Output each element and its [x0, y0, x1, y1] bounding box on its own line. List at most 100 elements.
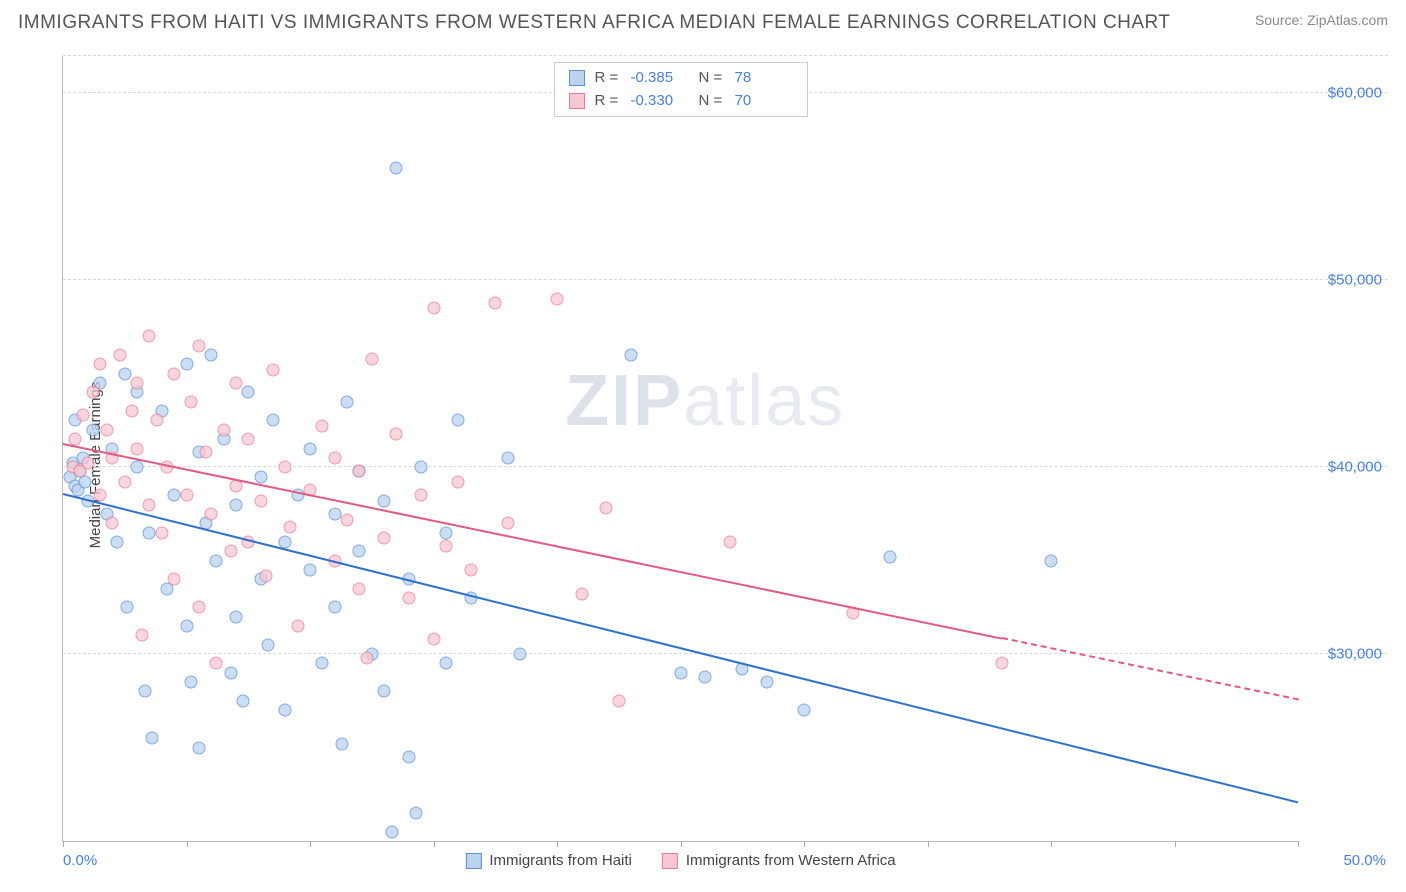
stat-label: N = [699, 67, 725, 90]
data-point [415, 461, 428, 474]
data-point [378, 532, 391, 545]
data-point [205, 349, 218, 362]
data-point [79, 476, 92, 489]
data-point [353, 582, 366, 595]
n-value: 70 [735, 90, 793, 113]
data-point [464, 564, 477, 577]
x-tick [434, 841, 435, 847]
x-axis-min-label: 0.0% [63, 852, 97, 869]
data-point [254, 470, 267, 483]
data-point [266, 414, 279, 427]
plot-area: ZIPatlas R = -0.385 N = 78 R = -0.330 N … [62, 56, 1298, 842]
swatch-icon [569, 93, 585, 109]
trend-line-extrapolated [1001, 637, 1298, 700]
data-point [427, 633, 440, 646]
data-point [200, 446, 213, 459]
data-point [336, 737, 349, 750]
data-point [884, 550, 897, 563]
stat-label: N = [699, 90, 725, 113]
data-point [341, 395, 354, 408]
data-point [168, 489, 181, 502]
x-tick [1298, 841, 1299, 847]
r-value: -0.385 [631, 67, 689, 90]
y-tick-label: $60,000 [1328, 85, 1382, 102]
data-point [205, 507, 218, 520]
data-point [118, 367, 131, 380]
x-tick [804, 841, 805, 847]
data-point [131, 461, 144, 474]
data-point [439, 526, 452, 539]
legend-row: R = -0.330 N = 70 [569, 90, 793, 113]
watermark: ZIPatlas [565, 360, 845, 442]
data-point [136, 629, 149, 642]
data-point [551, 292, 564, 305]
data-point [242, 433, 255, 446]
data-point [439, 539, 452, 552]
data-point [378, 494, 391, 507]
data-point [365, 352, 378, 365]
data-point [86, 386, 99, 399]
trend-line [63, 493, 1298, 803]
series-name: Immigrants from Haiti [489, 852, 632, 869]
data-point [237, 694, 250, 707]
data-point [192, 339, 205, 352]
stat-label: R = [595, 90, 621, 113]
data-point [328, 451, 341, 464]
data-point [439, 657, 452, 670]
data-point [210, 554, 223, 567]
data-point [427, 302, 440, 315]
x-tick [928, 841, 929, 847]
data-point [143, 498, 156, 511]
series-name: Immigrants from Western Africa [686, 852, 896, 869]
data-point [699, 670, 712, 683]
x-tick [681, 841, 682, 847]
data-point [145, 732, 158, 745]
data-point [674, 666, 687, 679]
data-point [600, 502, 613, 515]
data-point [113, 349, 126, 362]
data-point [328, 601, 341, 614]
data-point [390, 427, 403, 440]
data-point [94, 358, 107, 371]
legend-item: Immigrants from Haiti [465, 852, 632, 869]
swatch-icon [662, 853, 678, 869]
x-tick [557, 841, 558, 847]
data-point [625, 349, 638, 362]
x-axis-max-label: 50.0% [1343, 852, 1386, 869]
legend-row: R = -0.385 N = 78 [569, 67, 793, 90]
data-point [723, 535, 736, 548]
data-point [185, 676, 198, 689]
data-point [378, 685, 391, 698]
data-point [131, 377, 144, 390]
data-point [76, 408, 89, 421]
x-tick [310, 841, 311, 847]
data-point [328, 507, 341, 520]
x-tick [63, 841, 64, 847]
data-point [385, 825, 398, 838]
data-point [138, 685, 151, 698]
data-point [612, 694, 625, 707]
data-point [143, 526, 156, 539]
data-point [353, 545, 366, 558]
chart-title: IMMIGRANTS FROM HAITI VS IMMIGRANTS FROM… [18, 12, 1171, 33]
r-value: -0.330 [631, 90, 689, 113]
data-point [501, 451, 514, 464]
data-point [262, 638, 275, 651]
data-point [192, 741, 205, 754]
x-tick [1051, 841, 1052, 847]
data-point [341, 513, 354, 526]
data-point [101, 423, 114, 436]
y-tick-label: $50,000 [1328, 272, 1382, 289]
data-point [224, 666, 237, 679]
data-point [316, 657, 329, 670]
data-point [150, 414, 163, 427]
data-point [229, 610, 242, 623]
x-tick [187, 841, 188, 847]
data-point [452, 414, 465, 427]
data-point [415, 489, 428, 502]
data-point [390, 162, 403, 175]
data-point [168, 367, 181, 380]
gridline [63, 653, 1388, 654]
data-point [168, 573, 181, 586]
data-point [242, 386, 255, 399]
